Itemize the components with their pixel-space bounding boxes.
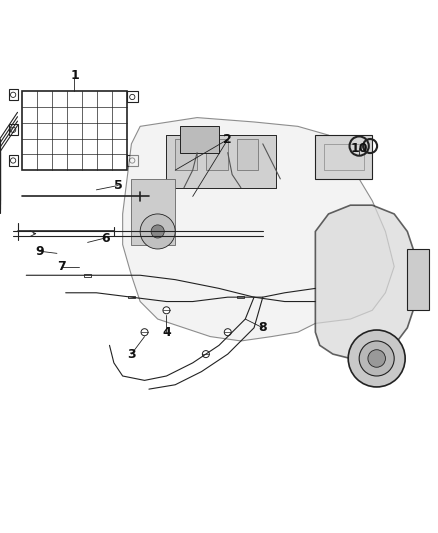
- Bar: [315, 135, 372, 179]
- Circle shape: [368, 350, 385, 367]
- Bar: [237, 140, 258, 170]
- Bar: [22, 91, 127, 170]
- Polygon shape: [315, 205, 416, 359]
- Circle shape: [202, 351, 209, 358]
- Circle shape: [140, 214, 175, 249]
- Circle shape: [151, 225, 164, 238]
- Circle shape: [359, 341, 394, 376]
- Bar: [84, 274, 91, 277]
- Circle shape: [224, 329, 231, 336]
- Circle shape: [141, 329, 148, 336]
- Text: 9: 9: [35, 245, 44, 257]
- Text: 5: 5: [114, 179, 123, 192]
- Bar: [175, 140, 197, 170]
- Bar: [166, 135, 276, 188]
- Circle shape: [163, 307, 170, 314]
- Text: 3: 3: [127, 348, 136, 361]
- Bar: [407, 249, 429, 310]
- Bar: [206, 140, 228, 170]
- Polygon shape: [180, 126, 219, 152]
- Bar: [131, 179, 175, 245]
- Text: 7: 7: [57, 260, 66, 273]
- Bar: [166, 135, 276, 188]
- Bar: [324, 144, 364, 170]
- Text: 8: 8: [258, 321, 267, 334]
- Bar: [237, 296, 244, 298]
- Text: 1: 1: [70, 69, 79, 83]
- Text: 2: 2: [223, 133, 232, 146]
- Polygon shape: [123, 118, 394, 341]
- Text: 6: 6: [101, 231, 110, 245]
- Text: 4: 4: [162, 326, 171, 338]
- Text: 10: 10: [350, 142, 368, 155]
- Circle shape: [348, 330, 405, 387]
- Bar: [128, 296, 135, 298]
